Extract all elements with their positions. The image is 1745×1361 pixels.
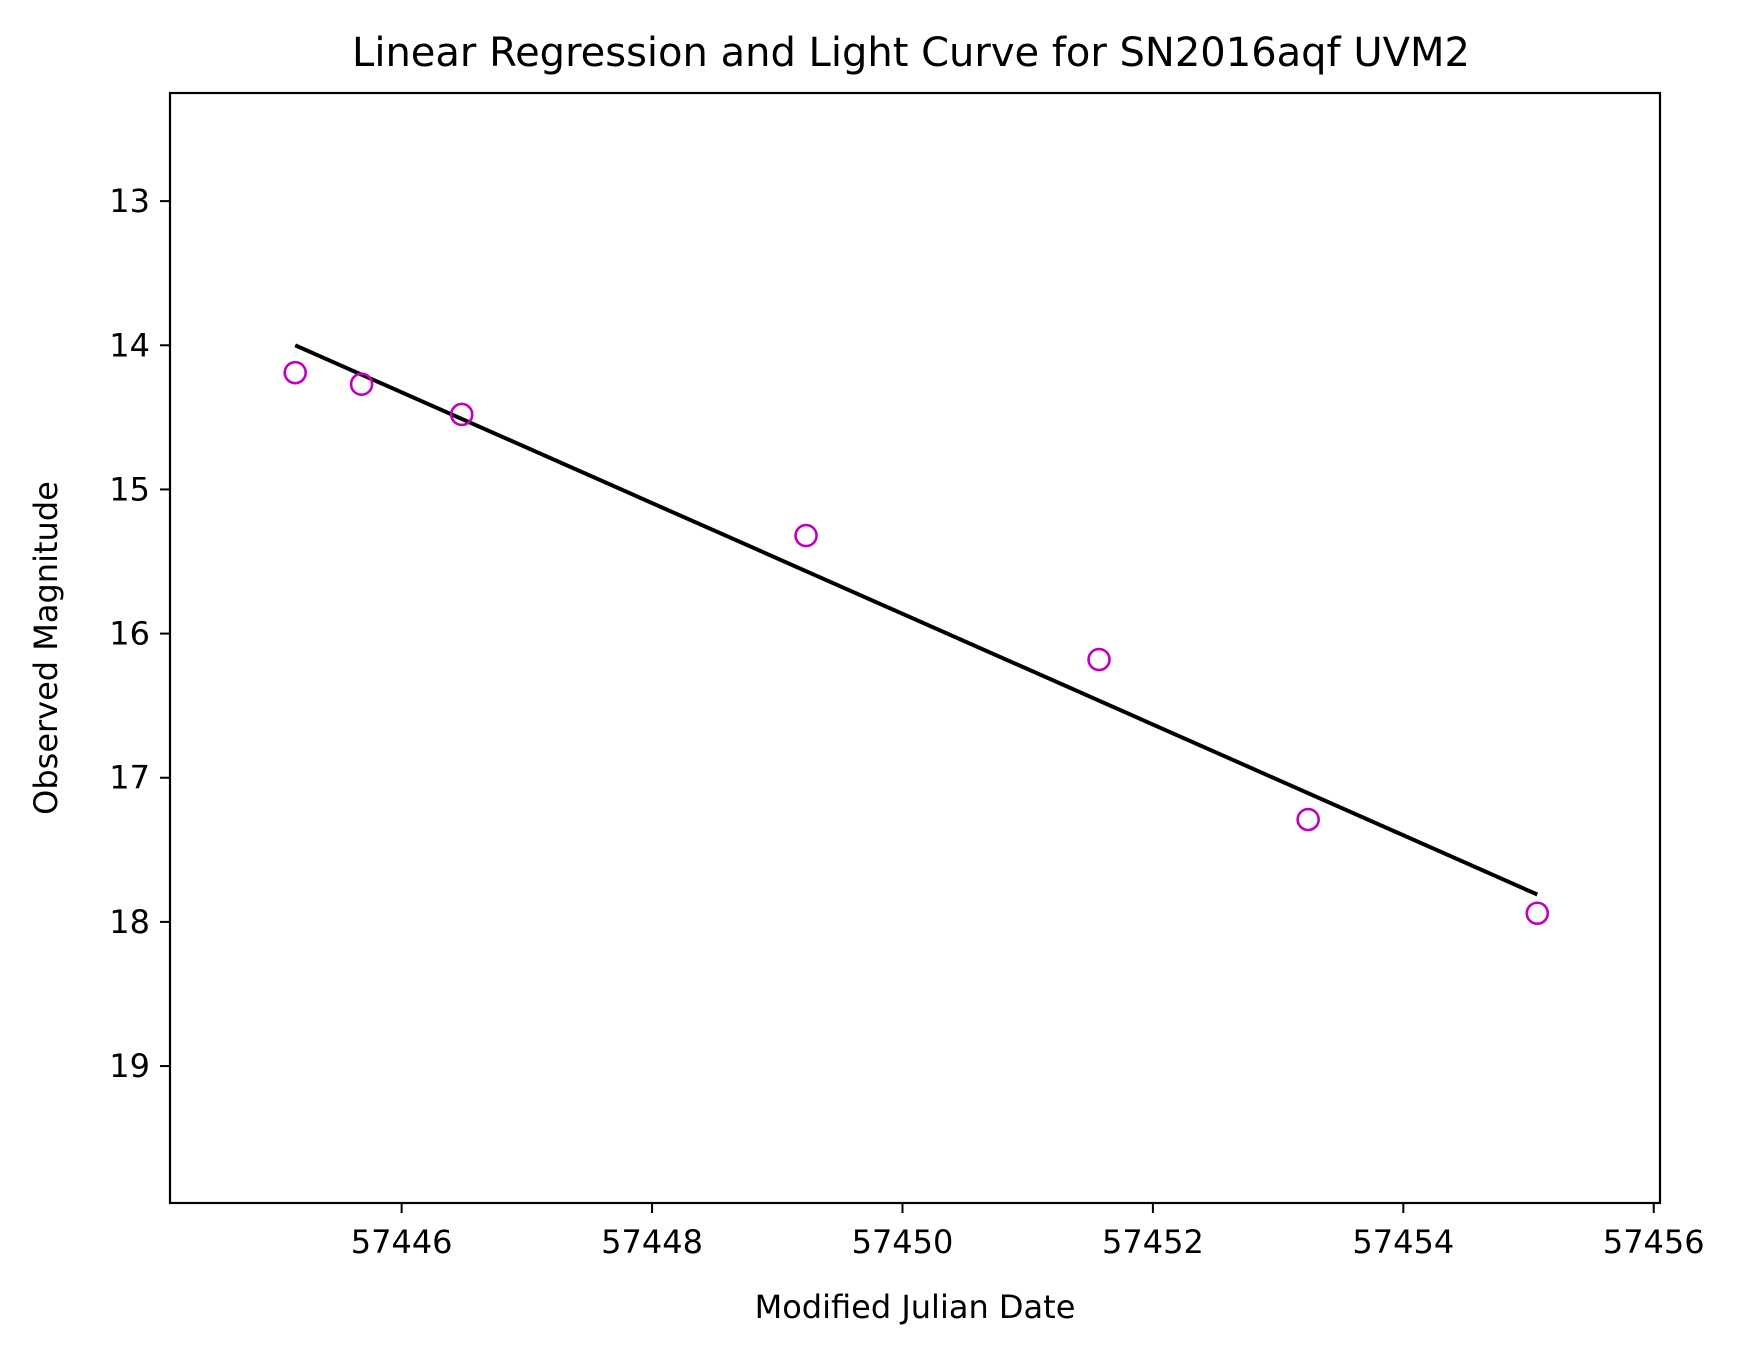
x-tick-label-3: 57452 xyxy=(1102,1223,1204,1261)
y-tick-label-1: 14 xyxy=(109,326,150,364)
y-tick-label-4: 17 xyxy=(109,759,150,797)
plot-frame xyxy=(168,91,1662,1205)
y-tick-label-2: 15 xyxy=(109,470,150,508)
x-tick-label-5: 57456 xyxy=(1603,1223,1705,1261)
data-point-2 xyxy=(449,402,474,427)
regression-line-segment xyxy=(294,343,1539,897)
y-axis-label: Observed Magnitude xyxy=(27,481,65,815)
data-point-0 xyxy=(283,360,308,385)
x-tick-label-0: 57446 xyxy=(351,1223,453,1261)
axis-ticks: 57446 57448 57450 57452 57454 57456 13 14 15 16 17… xyxy=(109,182,1704,1261)
data-point-6 xyxy=(1525,901,1550,926)
x-tick-label-2: 57450 xyxy=(852,1223,954,1261)
chart-title: Linear Regression and Light Curve for SN… xyxy=(352,30,1470,76)
regression-line xyxy=(294,343,1539,897)
data-point-1 xyxy=(349,372,374,396)
data-points xyxy=(283,360,1550,926)
y-tick-label-5: 18 xyxy=(109,903,150,941)
data-point-3 xyxy=(794,523,818,548)
data-point-4 xyxy=(1087,647,1111,672)
x-axis-label: Modified Julian Date xyxy=(755,1288,1076,1326)
y-tick-label-3: 16 xyxy=(109,615,150,653)
y-tick-label-6: 19 xyxy=(109,1047,150,1085)
x-tick-label-1: 57448 xyxy=(601,1223,703,1261)
data-point-5 xyxy=(1296,807,1320,832)
x-tick-label-4: 57454 xyxy=(1352,1223,1454,1261)
y-tick-label-0: 13 xyxy=(109,182,150,220)
